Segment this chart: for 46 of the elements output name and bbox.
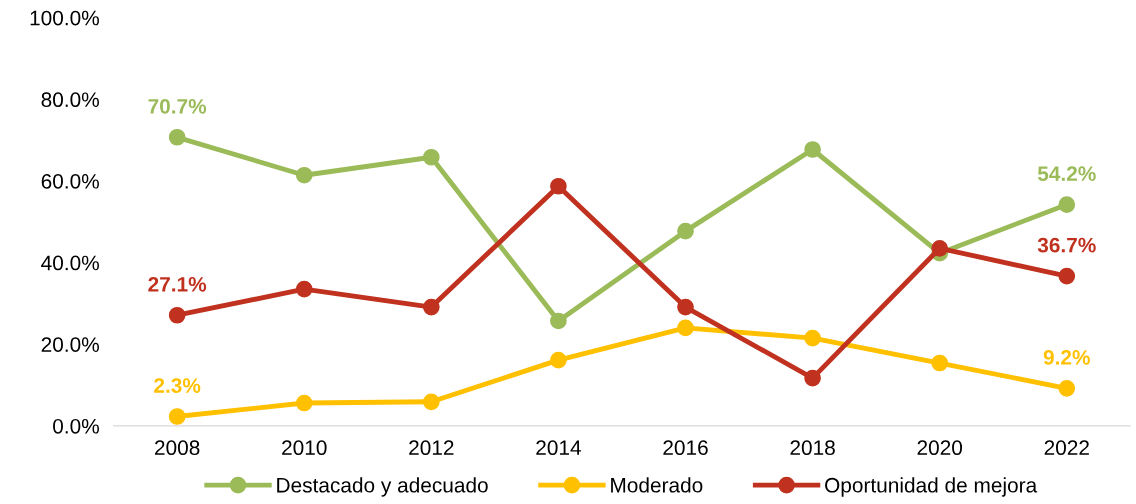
y-tick-label: 0.0% [53, 418, 99, 434]
y-tick-label: 60.0% [41, 173, 99, 189]
point [804, 329, 821, 347]
x-tick-label: 2014 [536, 440, 581, 456]
point [550, 312, 567, 330]
point [295, 166, 313, 184]
x-tick-label: 2010 [282, 440, 327, 456]
data-label: 2.3% [154, 378, 201, 393]
x-tick-label: 2020 [917, 440, 963, 456]
x-tick-label: 2018 [790, 440, 835, 456]
point [931, 239, 949, 257]
point [550, 177, 567, 195]
point [1058, 267, 1076, 285]
point [168, 408, 186, 425]
point [295, 394, 313, 412]
legend-label: Moderado [611, 477, 703, 493]
point [931, 354, 949, 372]
y-tick-label: 40.0% [41, 255, 99, 271]
data-label: 9.2% [1043, 350, 1090, 365]
y-tick-label: 100.0% [30, 10, 99, 26]
point [422, 148, 440, 166]
point [677, 319, 694, 337]
point [168, 128, 186, 146]
x-tick-label: 2008 [155, 440, 200, 456]
y-tick-label: 20.0% [41, 337, 99, 352]
data-label: 70.7% [148, 98, 207, 114]
x-tick-label: 2016 [663, 440, 708, 456]
legend-label: Oportunidad de mejora [825, 477, 1038, 497]
point [677, 222, 694, 240]
data-label: 36.7% [1037, 237, 1096, 253]
point [550, 351, 567, 369]
x-tick-label: 2022 [1044, 440, 1089, 456]
point [422, 393, 440, 411]
point [804, 369, 821, 387]
data-label: 27.1% [148, 276, 207, 292]
legend-label: Destacado y adecuado [277, 477, 488, 497]
data-label: 54.2% [1037, 166, 1096, 182]
x-tick-label: 2012 [409, 440, 454, 456]
point [295, 280, 313, 298]
point [168, 306, 186, 324]
point [677, 298, 694, 316]
y-tick-label: 80.0% [41, 92, 99, 108]
point [1058, 379, 1076, 397]
point [422, 298, 440, 316]
point [1058, 196, 1076, 213]
point [804, 141, 821, 158]
